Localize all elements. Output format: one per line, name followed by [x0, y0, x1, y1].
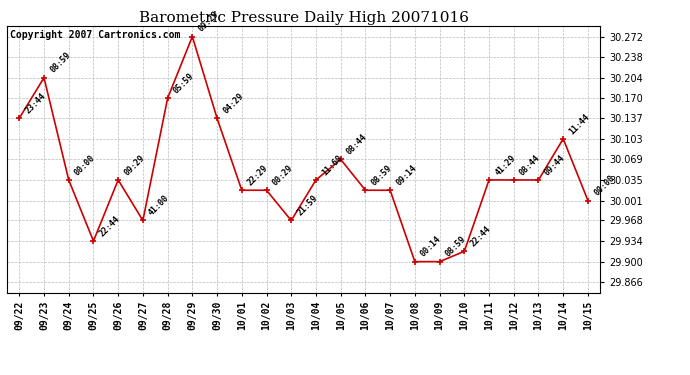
Text: 04:29: 04:29 — [221, 92, 245, 116]
Text: 11:44: 11:44 — [567, 112, 591, 136]
Text: 08:59: 08:59 — [444, 235, 468, 259]
Text: Copyright 2007 Cartronics.com: Copyright 2007 Cartronics.com — [10, 30, 180, 40]
Text: 09:29: 09:29 — [122, 153, 146, 177]
Text: 09:29: 09:29 — [197, 10, 221, 34]
Title: Barometric Pressure Daily High 20071016: Barometric Pressure Daily High 20071016 — [139, 11, 469, 25]
Text: 41:00: 41:00 — [147, 194, 171, 218]
Text: 08:59: 08:59 — [370, 164, 393, 188]
Text: 09:44: 09:44 — [542, 153, 566, 177]
Text: 00:00: 00:00 — [73, 153, 97, 177]
Text: 22:44: 22:44 — [469, 225, 493, 249]
Text: 08:44: 08:44 — [345, 132, 369, 157]
Text: 22:29: 22:29 — [246, 164, 270, 188]
Text: 08:44: 08:44 — [518, 153, 542, 177]
Text: 00:29: 00:29 — [270, 164, 295, 188]
Text: 00:14: 00:14 — [419, 235, 443, 259]
Text: 00:00: 00:00 — [592, 174, 616, 198]
Text: 23:44: 23:44 — [23, 92, 48, 116]
Text: 08:59: 08:59 — [48, 51, 72, 75]
Text: 41:29: 41:29 — [493, 153, 518, 177]
Text: 11:60: 11:60 — [320, 153, 344, 177]
Text: 21:59: 21:59 — [295, 194, 319, 218]
Text: 05:59: 05:59 — [172, 72, 196, 96]
Text: 09:14: 09:14 — [394, 164, 418, 188]
Text: 22:44: 22:44 — [97, 214, 121, 238]
